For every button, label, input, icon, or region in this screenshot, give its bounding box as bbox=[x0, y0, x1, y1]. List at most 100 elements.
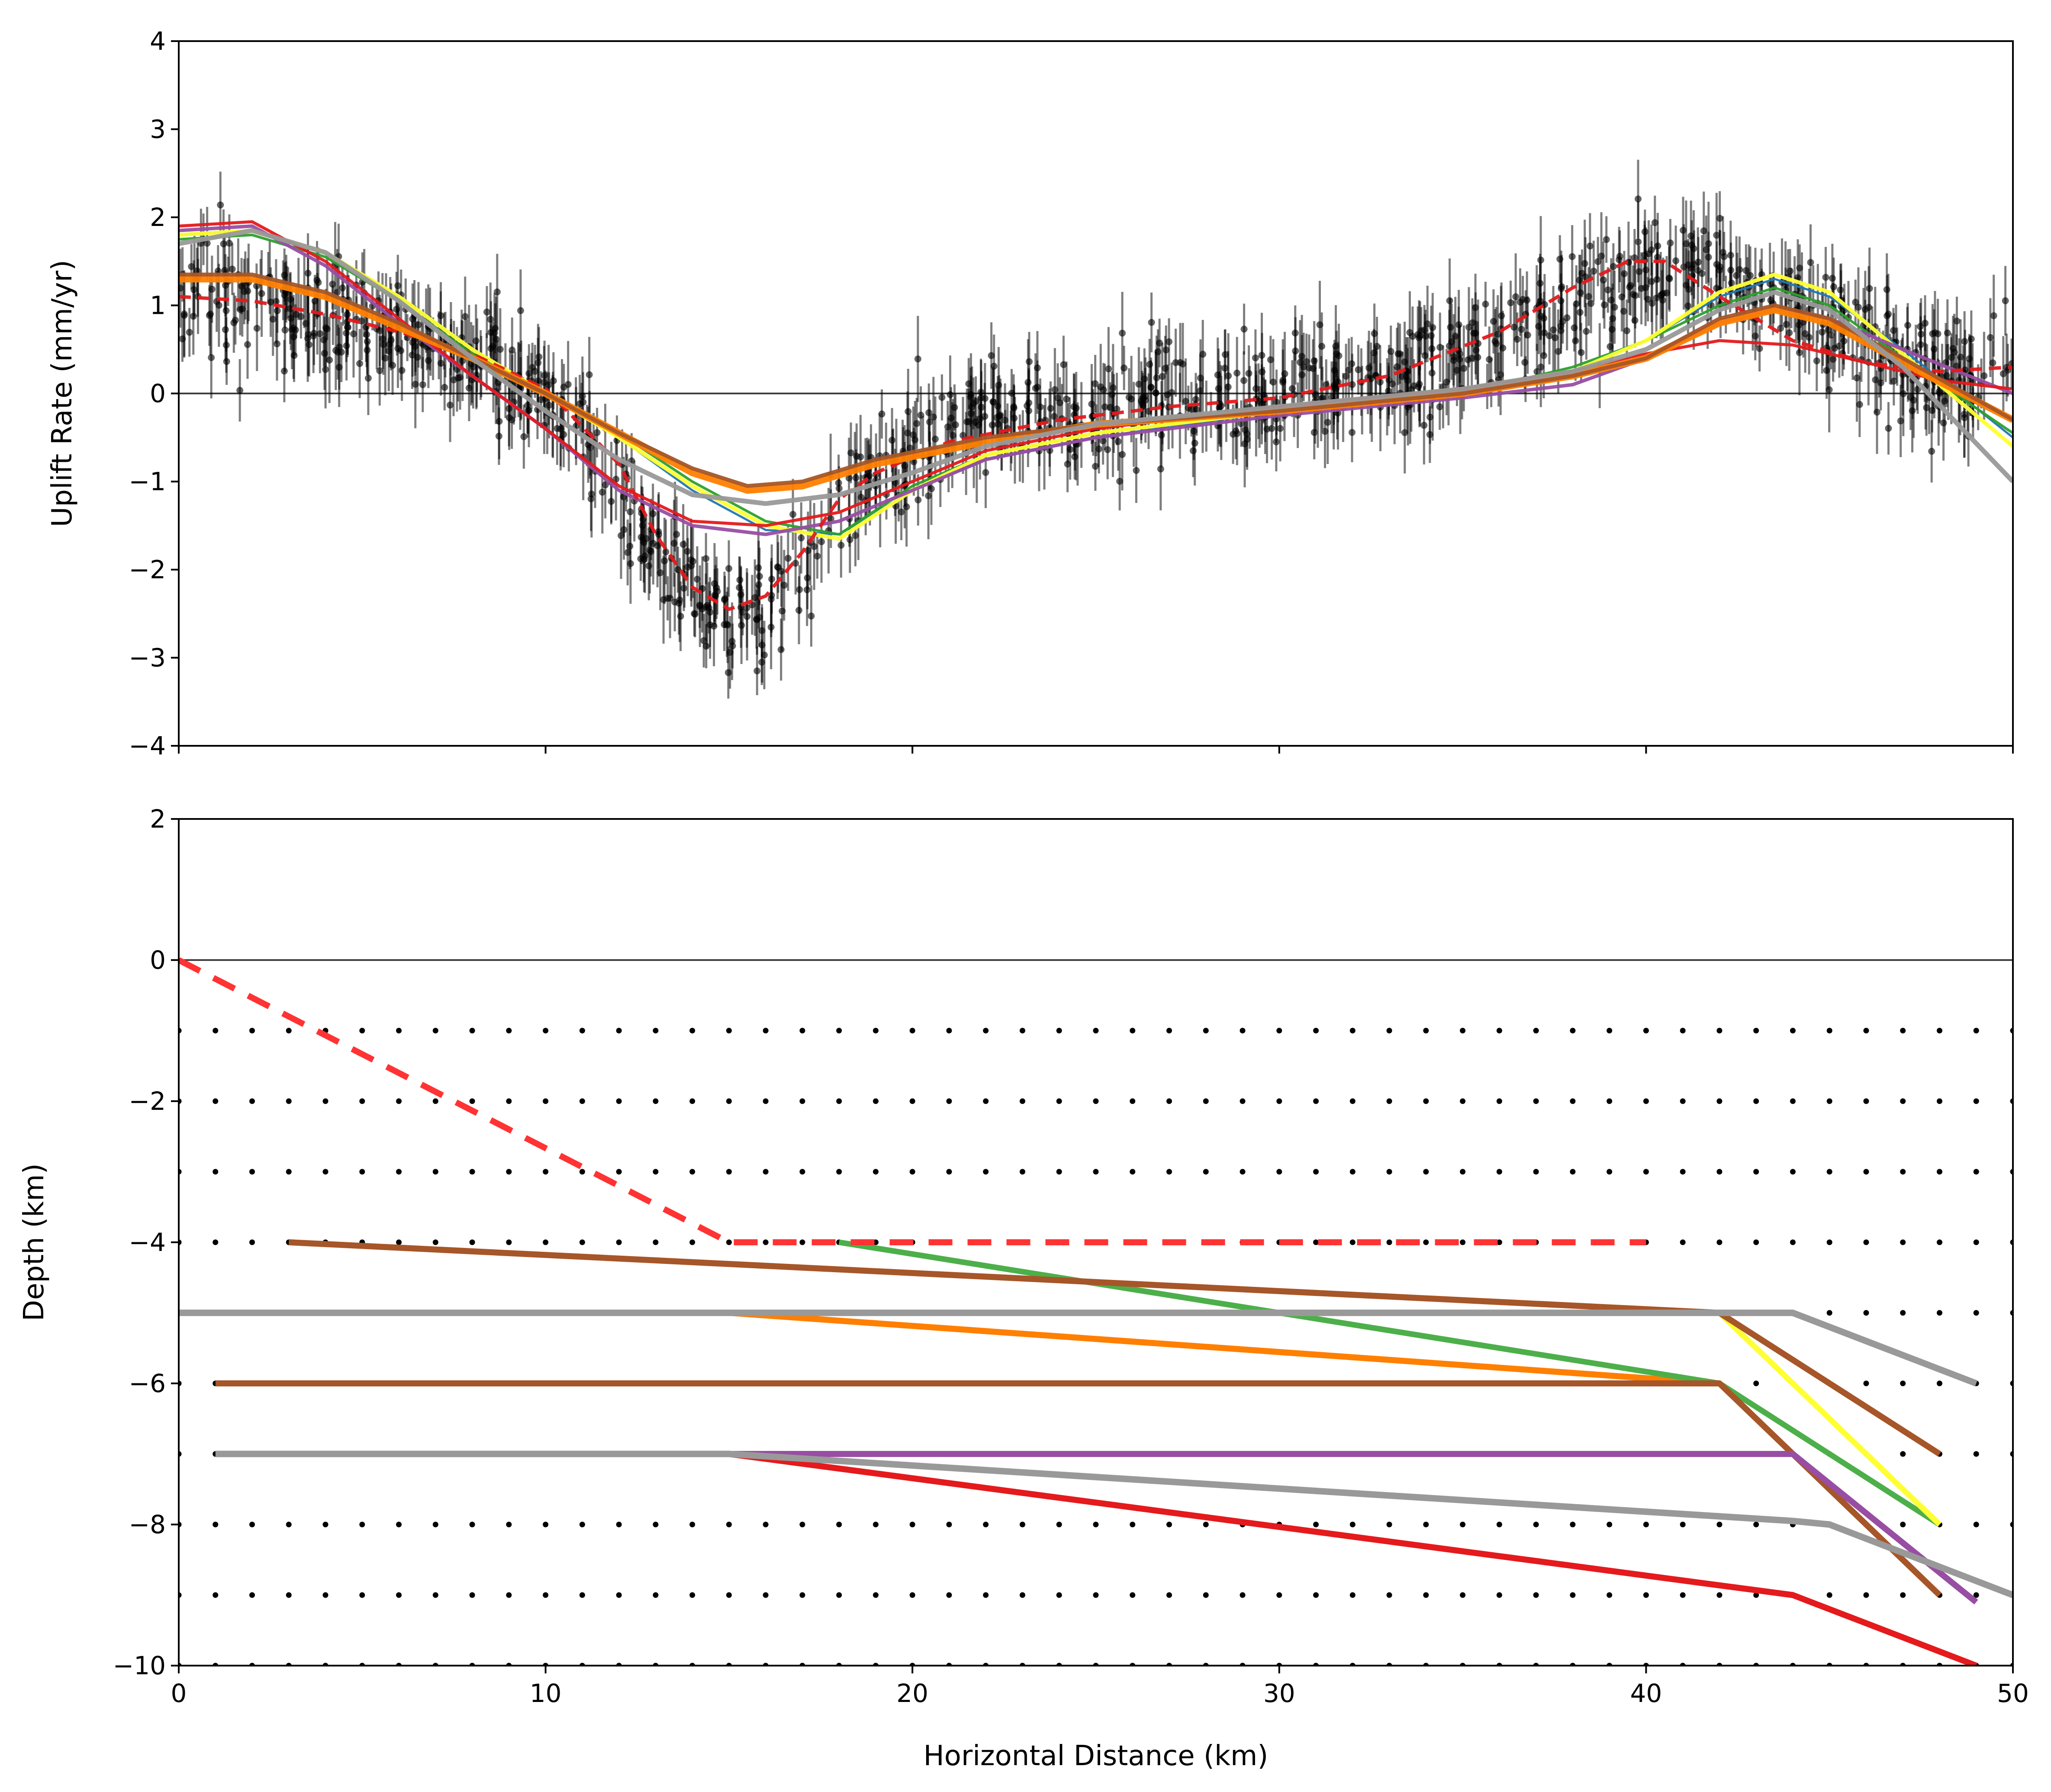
observation-point bbox=[835, 479, 842, 487]
observation-point bbox=[1953, 362, 1960, 370]
observation-point bbox=[1922, 319, 1929, 327]
observation-point bbox=[1703, 246, 1710, 253]
observation-point bbox=[186, 329, 193, 336]
observation-point bbox=[414, 354, 421, 361]
observation-point bbox=[1108, 391, 1116, 398]
observation-point bbox=[795, 606, 803, 614]
y-tick-label: 3 bbox=[150, 115, 166, 144]
grid-point bbox=[249, 1239, 255, 1245]
observation-point bbox=[930, 413, 937, 421]
observation-point bbox=[657, 569, 664, 577]
x-axis-label: Horizontal Distance (km) bbox=[924, 1740, 1269, 1772]
grid-point bbox=[983, 1169, 989, 1175]
observation-point bbox=[758, 641, 766, 649]
observation-point bbox=[693, 576, 701, 583]
series-line-8 bbox=[179, 1309, 1977, 1387]
observation-point bbox=[382, 355, 389, 362]
observation-point bbox=[1172, 359, 1179, 366]
observation-point bbox=[1980, 372, 1988, 380]
observation-point bbox=[493, 335, 500, 343]
grid-point bbox=[946, 1098, 952, 1104]
observation-point bbox=[1806, 334, 1813, 341]
grid-point bbox=[689, 1028, 695, 1034]
observation-point bbox=[334, 289, 341, 296]
grid-point bbox=[836, 1521, 842, 1528]
grid-point bbox=[653, 1521, 659, 1528]
observation-point bbox=[1777, 325, 1784, 332]
observation-point bbox=[796, 586, 803, 593]
observation-point bbox=[1448, 338, 1455, 345]
observation-point bbox=[1168, 389, 1175, 396]
observation-point bbox=[1064, 461, 1071, 468]
observation-point bbox=[1214, 371, 1221, 379]
series-line-3 bbox=[1717, 1311, 1942, 1527]
grid-point bbox=[726, 1028, 732, 1034]
observation-point bbox=[350, 330, 357, 338]
grid-point bbox=[1826, 1169, 1832, 1175]
observation-point bbox=[1866, 285, 1873, 292]
observation-point bbox=[1456, 355, 1463, 363]
observation-point bbox=[1387, 348, 1394, 355]
observation-point bbox=[1312, 391, 1320, 398]
observation-point bbox=[972, 419, 979, 426]
grid-point bbox=[543, 1592, 549, 1598]
observation-point bbox=[1713, 232, 1720, 239]
grid-point bbox=[1753, 1028, 1759, 1034]
observation-point bbox=[808, 612, 815, 620]
observation-point bbox=[1272, 438, 1280, 445]
observation-point bbox=[305, 331, 312, 338]
observation-point bbox=[852, 474, 860, 481]
x-tick-label: 20 bbox=[896, 1679, 928, 1708]
observation-point bbox=[599, 489, 606, 496]
observation-point bbox=[811, 543, 818, 550]
observation-point bbox=[415, 321, 422, 329]
grid-point bbox=[1533, 1169, 1539, 1175]
observation-point bbox=[1447, 323, 1454, 331]
observation-point bbox=[1936, 390, 1944, 397]
y-tick-label: −10 bbox=[113, 1651, 166, 1680]
grid-point bbox=[1130, 1169, 1136, 1175]
grid-point bbox=[1130, 1098, 1136, 1104]
grid-point bbox=[506, 1169, 512, 1175]
observation-point bbox=[1653, 276, 1661, 283]
grid-point bbox=[873, 1169, 879, 1175]
grid-point bbox=[909, 1169, 915, 1175]
observation-point bbox=[1586, 242, 1594, 250]
observation-point bbox=[1225, 372, 1232, 380]
grid-point bbox=[873, 1592, 879, 1598]
observation-point bbox=[724, 669, 732, 676]
grid-point bbox=[653, 1169, 659, 1175]
observation-point bbox=[1923, 404, 1930, 411]
observation-point bbox=[1716, 215, 1723, 222]
observation-point bbox=[774, 563, 781, 570]
grid-point bbox=[1240, 1169, 1246, 1175]
grid-point bbox=[1093, 1169, 1099, 1175]
observation-point bbox=[978, 403, 985, 411]
observation-point bbox=[1252, 385, 1260, 392]
observation-point bbox=[1192, 396, 1200, 403]
grid-point bbox=[1093, 1028, 1099, 1034]
observation-point bbox=[670, 540, 678, 547]
observation-point bbox=[932, 435, 939, 443]
observation-point bbox=[1345, 366, 1352, 374]
grid-point bbox=[1680, 1239, 1686, 1245]
observation-point bbox=[679, 541, 687, 548]
uplift-plot-frame bbox=[178, 40, 2014, 747]
observation-point bbox=[1540, 352, 1547, 359]
grid-point bbox=[579, 1169, 585, 1175]
grid-point bbox=[1643, 1028, 1649, 1034]
observation-point bbox=[223, 358, 230, 365]
grid-point bbox=[1716, 1592, 1723, 1598]
grid-point bbox=[286, 1592, 292, 1598]
grid-point bbox=[1276, 1028, 1282, 1034]
observation-point bbox=[1830, 283, 1837, 290]
grid-point bbox=[763, 1592, 769, 1598]
observation-point bbox=[866, 472, 873, 480]
observation-point bbox=[1114, 438, 1122, 445]
observation-point bbox=[1507, 299, 1514, 306]
observation-point bbox=[1157, 465, 1164, 473]
observation-point bbox=[1146, 361, 1153, 368]
observation-point bbox=[363, 331, 370, 338]
observation-point bbox=[1727, 251, 1734, 259]
y-tick-label: 0 bbox=[150, 945, 166, 975]
